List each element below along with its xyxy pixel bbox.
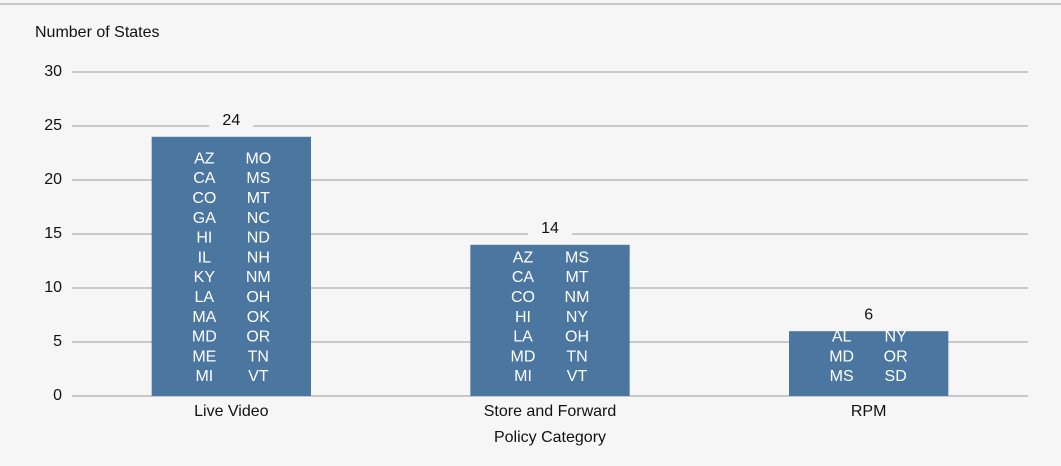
- state-label: NC: [247, 210, 270, 227]
- x-tick-label: Store and Forward: [484, 403, 617, 420]
- y-tick-label: 0: [53, 387, 62, 404]
- state-label: AL: [832, 329, 852, 346]
- value-label-bg: [209, 109, 254, 130]
- state-label: CO: [192, 190, 216, 207]
- state-label: MI: [514, 368, 532, 385]
- y-axis-label: Number of States: [35, 24, 160, 41]
- state-label: MS: [565, 249, 589, 266]
- state-label: NM: [565, 289, 590, 306]
- state-label: OH: [565, 329, 589, 346]
- state-label: MD: [829, 348, 854, 365]
- state-label: AZ: [194, 150, 215, 167]
- state-label: MD: [511, 348, 536, 365]
- state-label: LA: [195, 289, 215, 306]
- y-tick-label: 15: [44, 225, 62, 242]
- state-label: OR: [246, 329, 270, 346]
- state-label: CA: [512, 269, 535, 286]
- bar: [789, 331, 949, 396]
- state-label: ND: [247, 230, 270, 247]
- value-label-bg: [846, 304, 891, 325]
- y-tick-label: 25: [44, 117, 62, 134]
- value-label-bg: [528, 217, 572, 238]
- state-label: MS: [830, 368, 854, 385]
- value-label: 14: [541, 220, 559, 237]
- state-label: SD: [885, 368, 907, 385]
- x-tick-label: Live Video: [194, 403, 269, 420]
- y-tick-label: 10: [44, 279, 62, 296]
- y-tick-label: 20: [44, 171, 62, 188]
- state-label: NM: [246, 269, 271, 286]
- state-label: TN: [566, 348, 587, 365]
- state-label: ME: [192, 348, 216, 365]
- value-label: 6: [864, 306, 873, 323]
- state-label: MD: [192, 329, 217, 346]
- state-label: NH: [247, 249, 270, 266]
- state-label: MT: [247, 190, 270, 207]
- state-label: OR: [884, 348, 908, 365]
- y-tick-label: 30: [44, 63, 62, 80]
- bar: [151, 136, 311, 397]
- bar: [470, 244, 630, 396]
- x-tick-label: RPM: [851, 403, 887, 420]
- state-label: NY: [566, 309, 589, 326]
- state-label: MA: [192, 309, 216, 326]
- state-label: HI: [196, 230, 212, 247]
- state-label: AZ: [513, 249, 534, 266]
- state-label: VT: [248, 368, 269, 385]
- x-axis-label: Policy Category: [494, 429, 606, 446]
- state-label: OH: [246, 289, 270, 306]
- state-label: IL: [198, 249, 211, 266]
- state-label: NY: [885, 329, 908, 346]
- state-label: VT: [567, 368, 588, 385]
- state-label: KY: [194, 269, 216, 286]
- y-tick-label: 5: [53, 333, 62, 350]
- state-label: CA: [193, 170, 216, 187]
- state-label: TN: [248, 348, 269, 365]
- state-label: MO: [245, 150, 271, 167]
- state-label: OK: [247, 309, 270, 326]
- state-label: MS: [246, 170, 270, 187]
- state-label: LA: [513, 329, 533, 346]
- state-label: HI: [515, 309, 531, 326]
- state-label: MT: [565, 269, 588, 286]
- state-label: GA: [193, 210, 216, 227]
- value-label: 24: [222, 112, 240, 129]
- state-label: CO: [511, 289, 535, 306]
- state-label: MI: [195, 368, 213, 385]
